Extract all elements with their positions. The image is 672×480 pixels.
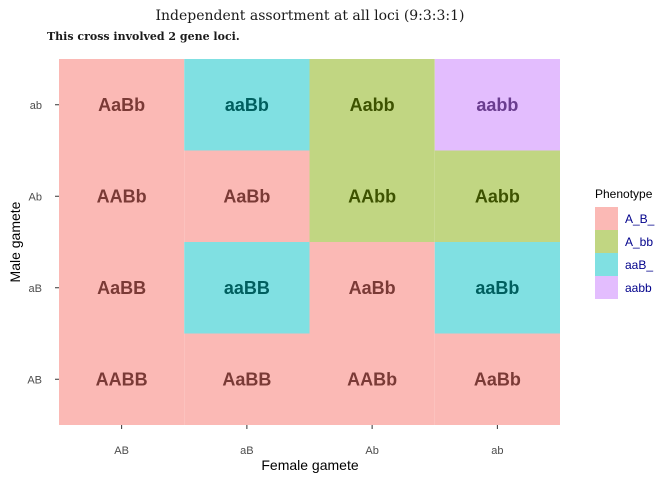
cell-9 [184, 242, 310, 334]
x-tick-label-0: AB [114, 445, 129, 457]
cell-label-7: Aabb [475, 186, 520, 206]
cell-label-8: AaBB [97, 278, 146, 298]
cell-6 [309, 150, 435, 242]
y-axis-title: Male gamete [7, 201, 23, 282]
cell-0 [59, 59, 185, 151]
cell-label-11: aaBb [475, 278, 519, 298]
cell-label-3: aabb [476, 95, 518, 115]
legend-label-2: aaB_ [625, 258, 653, 272]
heatmap-cells: AaBb aaBb Aabb aabb AABb AaBb AAbb Aabb AaBB aaBB… [59, 59, 560, 425]
cell-12 [59, 333, 185, 425]
cell-2 [309, 59, 435, 151]
x-axis-ticks: AB aB Ab ab [114, 425, 504, 457]
legend-label-3: aabb [625, 281, 652, 295]
x-tick-label-3: ab [491, 445, 503, 457]
chart-subtitle: This cross involved 2 gene loci. [47, 30, 240, 43]
legend-label-0: A_B_ [625, 212, 655, 226]
cell-8 [59, 242, 185, 334]
cell-5 [184, 150, 310, 242]
cell-label-0: AaBb [98, 95, 145, 115]
cell-label-4: AABb [97, 186, 147, 206]
cell-label-6: AAbb [348, 186, 396, 206]
legend-title: Phenotype [595, 187, 653, 201]
x-tick-label-1: aB [240, 445, 253, 457]
legend: Phenotype A_B_ A_bb aaB_aabb [595, 187, 655, 299]
chart-title: Independent assortment at all loci (9:3:… [155, 8, 464, 24]
y-tick-label-0: AB [27, 374, 42, 386]
y-tick-label-2: Ab [29, 191, 42, 203]
cell-label-5: AaBb [223, 186, 270, 206]
cell-13 [184, 333, 310, 425]
legend-label-1: A_bb [625, 235, 653, 249]
cell-label-1: aaBb [225, 95, 269, 115]
cell-label-10: AaBb [349, 278, 396, 298]
cell-7 [434, 150, 560, 242]
cell-3 [434, 59, 560, 151]
y-tick-label-3: ab [30, 100, 42, 112]
cell-label-12: AABB [96, 369, 148, 389]
legend-swatch-1 [595, 230, 618, 253]
cell-4 [59, 150, 185, 242]
cell-11 [434, 242, 560, 334]
legend-swatch-3 [595, 276, 618, 299]
cell-label-13: AaBB [222, 369, 271, 389]
cell-label-14: AABb [347, 369, 397, 389]
x-tick-label-2: Ab [365, 445, 378, 457]
legend-swatch-0 [595, 207, 618, 230]
cell-label-9: aaBB [224, 278, 270, 298]
cell-label-2: Aabb [350, 95, 395, 115]
cell-1 [184, 59, 310, 151]
legend-swatch-2 [595, 253, 618, 276]
x-axis-title: Female gamete [261, 457, 358, 473]
y-tick-label-1: aB [29, 283, 42, 295]
y-axis-ticks: AB aB Ab ab [27, 100, 59, 386]
cell-15 [434, 333, 560, 425]
cell-10 [309, 242, 435, 334]
cell-label-15: AaBb [474, 369, 521, 389]
cell-14 [309, 333, 435, 425]
